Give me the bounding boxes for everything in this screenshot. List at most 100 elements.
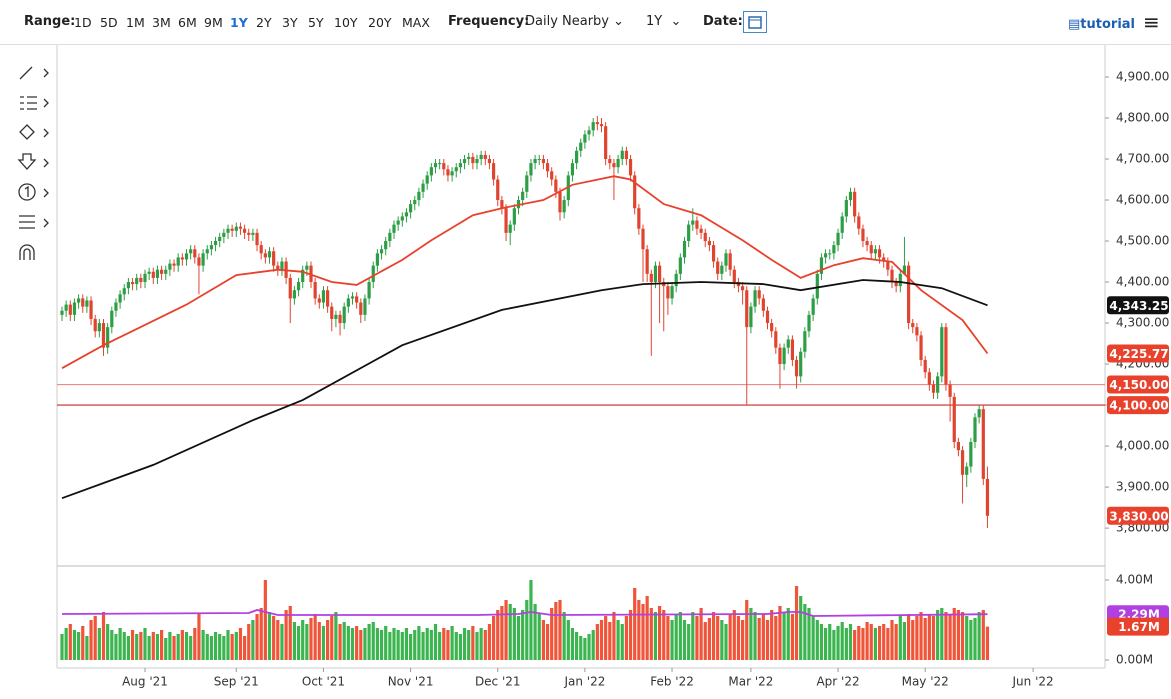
volume-bar [371, 622, 375, 660]
volume-bar [736, 616, 741, 660]
range-button[interactable]: 20Y [368, 15, 392, 30]
volume-bar [682, 620, 687, 660]
volume-bar [869, 624, 873, 660]
tutorial-link[interactable]: ▤tutorial [1068, 17, 1136, 32]
candle-body [305, 265, 309, 270]
range-button[interactable]: MAX [402, 15, 430, 30]
candle-body [811, 298, 815, 315]
candle-body [981, 409, 985, 479]
range-button[interactable]: 6M [178, 15, 197, 30]
candle-body [956, 441, 960, 451]
candle-body [350, 296, 355, 299]
volume-bar [334, 612, 338, 660]
range-button[interactable]: 10Y [334, 15, 358, 30]
range-button[interactable]: 9M [204, 15, 223, 30]
tool-arrow[interactable] [17, 153, 49, 170]
volume-bar [558, 600, 562, 660]
volume-bar [263, 580, 267, 660]
volume-bar [379, 630, 384, 660]
candle-body [604, 126, 608, 160]
volume-bar [915, 616, 919, 660]
range-button[interactable]: 5Y [308, 15, 324, 30]
candle-body [761, 298, 765, 311]
candle-body [550, 171, 554, 180]
candle-body [189, 249, 193, 254]
moving-average-line [61, 279, 988, 500]
tool-magnet[interactable] [19, 244, 35, 260]
candle-body [180, 257, 184, 260]
volume-bar [570, 628, 575, 660]
candle-body [711, 245, 716, 262]
candle-body [608, 159, 612, 164]
range-button[interactable]: 5D [100, 15, 118, 30]
candle-body [122, 288, 126, 295]
candle-body [915, 327, 919, 336]
price-marker-label: 4,225.77 [1109, 347, 1168, 361]
range-label: Range: [24, 14, 75, 29]
candle-body [126, 282, 130, 289]
candle-body [338, 314, 342, 324]
range-button[interactable]: 3Y [282, 15, 298, 30]
volume-bar [587, 634, 591, 660]
candle-body [342, 306, 346, 324]
range-button[interactable]: 1D [74, 15, 92, 30]
volume-bar [114, 634, 118, 660]
volume-bar [363, 628, 367, 660]
volume-bar [658, 606, 662, 660]
tool-note[interactable] [18, 183, 36, 201]
volume-bar [458, 634, 462, 660]
candle-body [591, 122, 595, 131]
candle-body [728, 253, 732, 270]
candle-body [379, 249, 384, 254]
volume-bar [554, 602, 558, 660]
candle-body [384, 241, 388, 250]
price-marker-label: 1.67M [1118, 620, 1160, 634]
y-tick-label: 3,900.00 [1116, 480, 1169, 494]
frequency-select[interactable]: Daily Nearby ⌄ [525, 14, 625, 29]
candle-body [877, 249, 882, 258]
date-picker[interactable] [743, 11, 767, 33]
candle-body [139, 277, 143, 283]
volume-bar [641, 604, 645, 660]
candle-body [135, 277, 139, 285]
tool-measure[interactable] [19, 215, 49, 229]
candle-body [193, 249, 197, 258]
volume-bar [624, 616, 628, 660]
drawing-tools[interactable] [17, 66, 49, 260]
tool-shape[interactable] [19, 124, 49, 140]
candle-body [836, 232, 840, 246]
volume-bar [604, 616, 608, 660]
volume-bar [180, 630, 184, 660]
volume-bar [545, 624, 550, 660]
candle-body [292, 290, 296, 299]
volume-bar [60, 634, 64, 660]
candle-body [321, 290, 326, 303]
volume-bar [799, 596, 803, 660]
volume-bar [151, 632, 155, 660]
range-button[interactable]: 1M [126, 15, 145, 30]
candle-body [462, 159, 467, 164]
candle-body [508, 224, 512, 233]
volume-bar [438, 632, 442, 660]
range-button[interactable]: 3M [152, 15, 171, 30]
volume-bar [824, 628, 828, 660]
volume-bar [512, 608, 516, 660]
candle-body [458, 163, 462, 168]
volume-bar [803, 604, 807, 660]
menu-button[interactable]: ≡ [1143, 10, 1160, 34]
tool-line[interactable] [19, 66, 49, 80]
candle-body [670, 286, 674, 299]
candle-body [160, 269, 164, 274]
volume-bar [707, 618, 711, 660]
period-select[interactable]: 1Y ⌄ [646, 14, 682, 29]
volume-bar [338, 624, 342, 660]
volume-bar [234, 632, 238, 660]
tool-fib[interactable] [20, 96, 49, 110]
volume-bar [599, 620, 604, 660]
candle-body [890, 269, 894, 283]
range-button[interactable]: 2Y [256, 15, 272, 30]
candle-body [832, 245, 836, 254]
candle-body [770, 323, 774, 332]
candle-body [89, 300, 93, 319]
range-button[interactable]: 1Y [230, 15, 248, 30]
